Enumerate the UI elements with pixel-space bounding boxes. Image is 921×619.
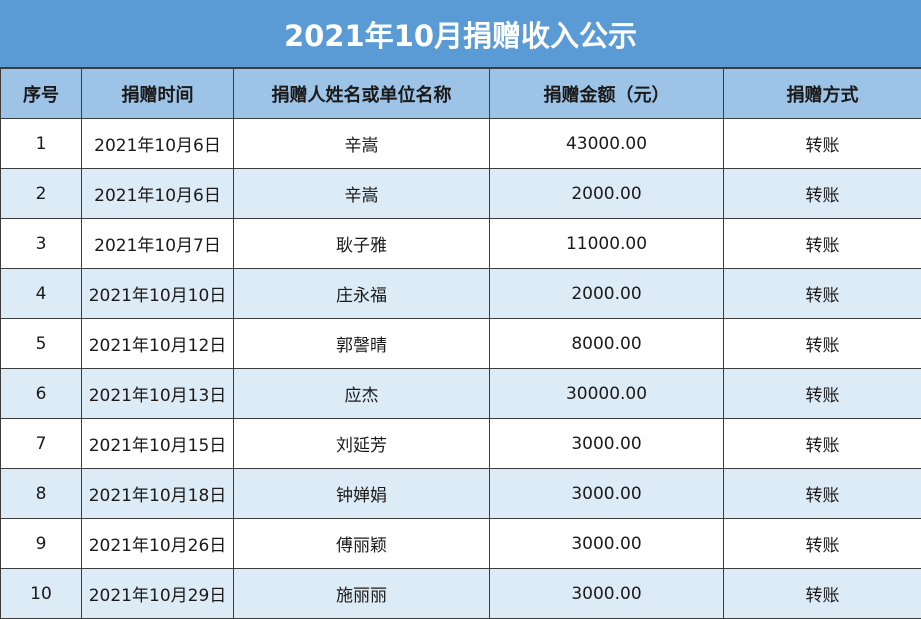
cell-method[interactable]: 转账 (724, 369, 921, 419)
cell-date[interactable]: 2021年10月6日 (82, 119, 234, 169)
table-title: 2021年10月捐赠收入公示 (0, 0, 921, 68)
cell-amount[interactable]: 2000.00 (490, 269, 724, 319)
cell-date[interactable]: 2021年10月26日 (82, 519, 234, 569)
cell-date[interactable]: 2021年10月10日 (82, 269, 234, 319)
cell-amount[interactable]: 43000.00 (490, 119, 724, 169)
cell-amount[interactable]: 30000.00 (490, 369, 724, 419)
cell-method[interactable]: 转账 (724, 569, 921, 619)
header-method[interactable]: 捐赠方式 (724, 69, 921, 119)
cell-amount[interactable]: 2000.00 (490, 169, 724, 219)
cell-date[interactable]: 2021年10月7日 (82, 219, 234, 269)
cell-donor[interactable]: 庄永福 (234, 269, 490, 319)
cell-date[interactable]: 2021年10月15日 (82, 419, 234, 469)
cell-date[interactable]: 2021年10月12日 (82, 319, 234, 369)
cell-index[interactable]: 6 (1, 369, 82, 419)
cell-amount[interactable]: 11000.00 (490, 219, 724, 269)
cell-donor[interactable]: 应杰 (234, 369, 490, 419)
cell-index[interactable]: 3 (1, 219, 82, 269)
cell-donor[interactable]: 辛嵩 (234, 169, 490, 219)
cell-method[interactable]: 转账 (724, 419, 921, 469)
cell-method[interactable]: 转账 (724, 169, 921, 219)
cell-donor[interactable]: 辛嵩 (234, 119, 490, 169)
header-row: 序号 捐赠时间 捐赠人姓名或单位名称 捐赠金额（元） 捐赠方式 (1, 69, 921, 119)
cell-donor[interactable]: 傅丽颖 (234, 519, 490, 569)
header-date[interactable]: 捐赠时间 (82, 69, 234, 119)
cell-date[interactable]: 2021年10月13日 (82, 369, 234, 419)
cell-amount[interactable]: 3000.00 (490, 569, 724, 619)
header-donor[interactable]: 捐赠人姓名或单位名称 (234, 69, 490, 119)
cell-index[interactable]: 10 (1, 569, 82, 619)
cell-amount[interactable]: 8000.00 (490, 319, 724, 369)
cell-date[interactable]: 2021年10月6日 (82, 169, 234, 219)
cell-method[interactable]: 转账 (724, 219, 921, 269)
cell-index[interactable]: 2 (1, 169, 82, 219)
cell-index[interactable]: 7 (1, 419, 82, 469)
cell-index[interactable]: 9 (1, 519, 82, 569)
cell-index[interactable]: 4 (1, 269, 82, 319)
cell-index[interactable]: 8 (1, 469, 82, 519)
cell-method[interactable]: 转账 (724, 269, 921, 319)
cell-donor[interactable]: 钟婵娟 (234, 469, 490, 519)
cell-date[interactable]: 2021年10月18日 (82, 469, 234, 519)
cell-date[interactable]: 2021年10月29日 (82, 569, 234, 619)
header-amount[interactable]: 捐赠金额（元） (490, 69, 724, 119)
cell-method[interactable]: 转账 (724, 319, 921, 369)
header-index[interactable]: 序号 (1, 69, 82, 119)
cell-method[interactable]: 转账 (724, 119, 921, 169)
cell-donor[interactable]: 刘延芳 (234, 419, 490, 469)
cell-method[interactable]: 转账 (724, 469, 921, 519)
cell-donor[interactable]: 施丽丽 (234, 569, 490, 619)
cell-amount[interactable]: 3000.00 (490, 469, 724, 519)
cell-index[interactable]: 5 (1, 319, 82, 369)
cell-index[interactable]: 1 (1, 119, 82, 169)
cell-amount[interactable]: 3000.00 (490, 419, 724, 469)
cell-donor[interactable]: 耿子雅 (234, 219, 490, 269)
cell-amount[interactable]: 3000.00 (490, 519, 724, 569)
cell-method[interactable]: 转账 (724, 519, 921, 569)
cell-donor[interactable]: 郭謦晴 (234, 319, 490, 369)
